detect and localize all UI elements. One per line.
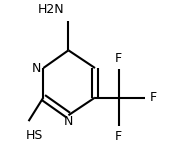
Text: HS: HS	[26, 128, 43, 142]
Text: F: F	[115, 130, 122, 143]
Text: N: N	[31, 62, 41, 75]
Text: F: F	[115, 52, 122, 65]
Text: H2N: H2N	[37, 3, 64, 16]
Text: F: F	[150, 91, 157, 104]
Text: N: N	[64, 115, 73, 128]
